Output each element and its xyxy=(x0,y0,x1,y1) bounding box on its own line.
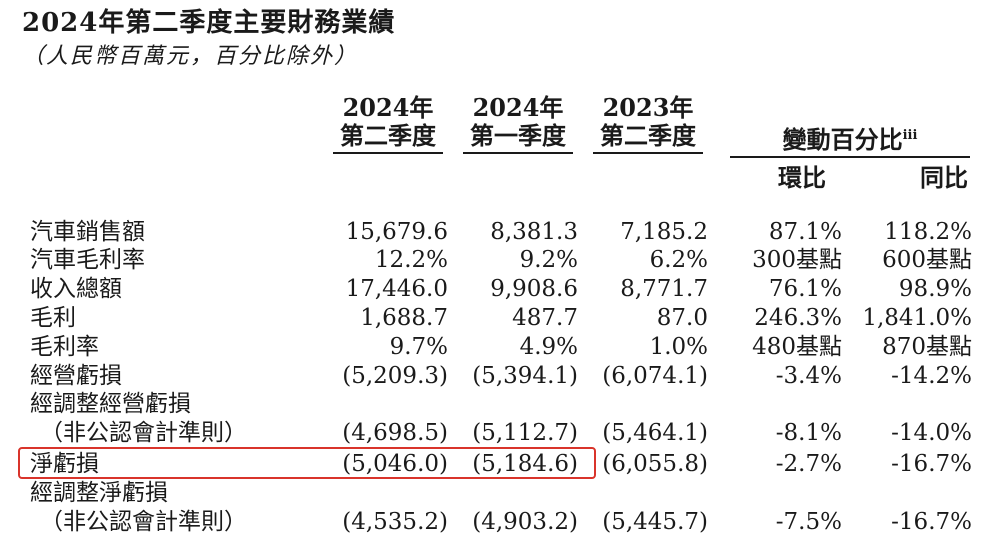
cell-v3: (6,074.1) xyxy=(602,363,708,389)
table-row: 淨虧損 (5,046.0) (5,184.6) (6,055.8) -2.7% -16.7… xyxy=(0,450,1000,478)
cell-v3: 8,771.7 xyxy=(620,276,708,302)
col-header-year: 2024年 xyxy=(472,93,564,122)
cell-v2: 9.2% xyxy=(519,247,578,273)
cell-v1: 12.2% xyxy=(374,247,448,273)
row-label: 經調整淨虧損 xyxy=(30,480,168,506)
cell-qoq: 480基點 xyxy=(752,334,842,360)
row-label: （非公認會計準則） xyxy=(40,509,247,535)
table-row: 經調整淨虧損 xyxy=(0,479,1000,507)
page-subtitle: （人民幣百萬元，百分比除外） xyxy=(22,44,359,69)
col-header-year: 2024年 xyxy=(342,93,434,122)
table-row: 汽車毛利率 12.2% 9.2% 6.2% 300基點 600基點 xyxy=(0,246,1000,274)
col-header-quarter: 第二季度 xyxy=(600,121,696,150)
cell-v3: (5,464.1) xyxy=(602,420,708,446)
cell-yoy: 98.9% xyxy=(898,276,972,302)
row-label: 淨虧損 xyxy=(30,451,99,477)
col-header-year: 2023年 xyxy=(602,93,694,122)
row-label: 收入總額 xyxy=(30,276,122,302)
cell-v2: (4,903.2) xyxy=(472,509,578,535)
change-label: 變動百分比 xyxy=(782,125,903,154)
cell-qoq: 300基點 xyxy=(752,247,842,273)
cell-yoy: 1,841.0% xyxy=(862,305,972,331)
col-header-2023-q2: 2023年 第二季度 xyxy=(593,94,703,154)
cell-v2: (5,394.1) xyxy=(472,363,578,389)
cell-qoq: 87.1% xyxy=(768,219,842,245)
page-title: 2024年第二季度主要財務業績 xyxy=(22,8,396,38)
cell-v2: 4.9% xyxy=(519,334,578,360)
cell-qoq: 76.1% xyxy=(768,276,842,302)
col-header-quarter: 第二季度 xyxy=(340,121,436,150)
cell-v3: 87.0 xyxy=(656,305,708,331)
col-header-2024-q2: 2024年 第二季度 xyxy=(333,94,443,154)
cell-yoy: -16.7% xyxy=(891,451,972,477)
cell-v1: (5,209.3) xyxy=(342,363,448,389)
cell-yoy: 118.2% xyxy=(884,219,972,245)
cell-qoq: -8.1% xyxy=(775,420,842,446)
cell-v2: 487.7 xyxy=(512,305,578,331)
cell-v2: 9,908.6 xyxy=(490,276,578,302)
row-label: 毛利 xyxy=(30,305,76,331)
row-label: 毛利率 xyxy=(30,334,99,360)
row-label: 汽車毛利率 xyxy=(30,247,145,273)
cell-v1: (4,698.5) xyxy=(342,420,448,446)
cell-v2: (5,112.7) xyxy=(472,420,578,446)
col-header-2024-q1: 2024年 第一季度 xyxy=(463,94,573,154)
cell-yoy: 870基點 xyxy=(882,334,972,360)
cell-qoq: 246.3% xyxy=(754,305,842,331)
cell-v3: (5,445.7) xyxy=(602,509,708,535)
cell-v1: 17,446.0 xyxy=(345,276,448,302)
footnote-marker: iii xyxy=(902,128,918,143)
table-row: 毛利 1,688.7 487.7 87.0 246.3% 1,841.0% xyxy=(0,304,1000,332)
cell-v3: (6,055.8) xyxy=(602,451,708,477)
cell-v3: 1.0% xyxy=(649,334,708,360)
cell-v1: 15,679.6 xyxy=(345,219,448,245)
table-row: （非公認會計準則） (4,535.2) (4,903.2) (5,445.7) -7.5… xyxy=(0,508,1000,536)
col-header-rule xyxy=(333,152,443,154)
col-header-rule xyxy=(463,152,573,154)
table-row: 經營虧損 (5,209.3) (5,394.1) (6,074.1) -3.4% -14.… xyxy=(0,362,1000,390)
cell-v2: 8,381.3 xyxy=(490,219,578,245)
cell-qoq: -2.7% xyxy=(775,451,842,477)
row-label: 經調整經營虧損 xyxy=(30,391,191,417)
table-row: 毛利率 9.7% 4.9% 1.0% 480基點 870基點 xyxy=(0,333,1000,361)
table-row: 收入總額 17,446.0 9,908.6 8,771.7 76.1% 98.9% xyxy=(0,275,1000,303)
cell-qoq: -3.4% xyxy=(775,363,842,389)
col-header-rule xyxy=(730,156,970,158)
row-label: 汽車銷售額 xyxy=(30,219,145,245)
cell-qoq: -7.5% xyxy=(775,509,842,535)
cell-yoy: -16.7% xyxy=(891,509,972,535)
col-header-yoy: 同比 xyxy=(920,163,968,192)
col-header-qoq: 環比 xyxy=(778,163,826,192)
cell-v1: (4,535.2) xyxy=(342,509,448,535)
highlight-box-net-loss xyxy=(18,447,596,479)
table-row: （非公認會計準則） (4,698.5) (5,112.7) (5,464.1) -8.1… xyxy=(0,419,1000,447)
row-label: 經營虧損 xyxy=(30,363,122,389)
cell-yoy: -14.2% xyxy=(891,363,972,389)
cell-v1: 1,688.7 xyxy=(360,305,448,331)
cell-v1: (5,046.0) xyxy=(342,451,448,477)
col-header-rule xyxy=(593,152,703,154)
cell-yoy: 600基點 xyxy=(882,247,972,273)
cell-v3: 7,185.2 xyxy=(620,219,708,245)
cell-v2: (5,184.6) xyxy=(472,451,578,477)
row-label: （非公認會計準則） xyxy=(40,420,247,446)
col-header-quarter: 第一季度 xyxy=(470,121,566,150)
table-row: 經調整經營虧損 xyxy=(0,390,1000,418)
cell-yoy: -14.0% xyxy=(891,420,972,446)
col-header-change: 變動百分比iii xyxy=(730,122,970,158)
cell-v1: 9.7% xyxy=(389,334,448,360)
table-row: 汽車銷售額 15,679.6 8,381.3 7,185.2 87.1% 118.2% xyxy=(0,218,1000,246)
cell-v3: 6.2% xyxy=(649,247,708,273)
